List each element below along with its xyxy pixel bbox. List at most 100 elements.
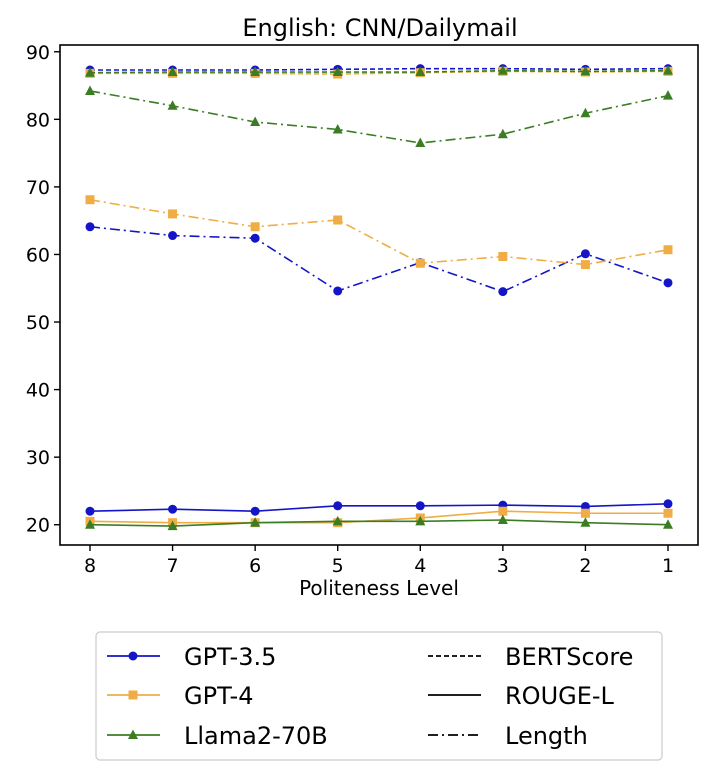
data-point-llama2-70b-rouge-l [167, 520, 178, 531]
data-point-gpt-3-5-length [333, 286, 343, 296]
data-point-llama2-70b-bertscore [250, 66, 261, 77]
data-point-llama2-70b-length [663, 90, 673, 100]
x-tick-label: 2 [579, 555, 591, 577]
y-tick-label: 40 [26, 380, 50, 402]
y-tick-label: 30 [26, 447, 50, 469]
legend-marker-gpt-3-5 [128, 651, 138, 661]
x-tick-label: 1 [662, 555, 674, 577]
data-point-gpt-4-length [333, 215, 343, 225]
series-line-gpt-3-5-length [89, 225, 669, 293]
data-point-gpt-4-length [498, 251, 508, 261]
data-point-gpt-4-length [250, 222, 260, 232]
legend-label-gpt-4: GPT-4 [184, 682, 253, 710]
data-point-llama2-70b-rouge-l [415, 515, 426, 526]
y-axis-ticks: 20 30 40 50 60 70 80 90 [26, 42, 60, 537]
legend-entry-llama2-70b: Llama2-70B [107, 722, 328, 750]
data-point-llama2-70b-length [497, 128, 508, 139]
data-point-llama2-70b-rouge-l [497, 514, 508, 524]
data-point-gpt-4-rouge-l [498, 506, 508, 516]
data-point-llama2-70b-bertscore [580, 65, 591, 76]
data-point-gpt-4-length [580, 260, 590, 270]
y-tick-label: 60 [26, 244, 50, 266]
series-llama2-70b-rouge-l [85, 514, 673, 531]
plot-border [59, 44, 699, 546]
series-line-gpt-4-rouge-l [89, 510, 668, 524]
x-tick-label: 5 [332, 555, 344, 577]
data-point-gpt-3-5-rouge-l [663, 499, 673, 509]
data-point-llama2-70b-bertscore [85, 67, 95, 77]
data-point-gpt-3-5-length [498, 287, 508, 297]
data-point-llama2-70b-rouge-l [250, 517, 261, 527]
x-tick-label: 3 [497, 555, 509, 577]
series-line-gpt-4-length [89, 198, 669, 266]
series-layer [85, 64, 673, 531]
series-llama2-70b-length [85, 85, 673, 147]
data-point-llama2-70b-rouge-l [85, 519, 95, 529]
data-point-gpt-4-length [415, 258, 425, 268]
data-point-llama2-70b-length [580, 107, 591, 118]
legend-label-gpt-3-5: GPT-3.5 [184, 643, 276, 671]
series-gpt-4-length [85, 195, 673, 270]
data-point-gpt-3-5-length [168, 231, 178, 241]
data-point-llama2-70b-bertscore [663, 65, 673, 75]
legend-entry-gpt-3-5: GPT-3.5 [107, 643, 276, 671]
x-tick-label: 4 [414, 555, 426, 577]
plot-frame [59, 44, 699, 546]
data-point-llama2-70b-bertscore [497, 65, 508, 75]
legend-marker-llama2-70b [128, 729, 138, 739]
data-point-llama2-70b-length [85, 85, 95, 95]
y-tick-label: 90 [26, 42, 50, 64]
data-point-gpt-4-rouge-l [663, 508, 673, 518]
data-point-gpt-3-5-rouge-l [168, 504, 178, 514]
y-tick-label: 80 [26, 109, 50, 131]
legend-label-rouge-l: ROUGE-L [505, 682, 615, 710]
data-point-gpt-3-5-rouge-l [580, 501, 590, 511]
data-point-gpt-3-5-length [580, 249, 590, 259]
data-point-llama2-70b-bertscore [332, 66, 343, 77]
data-point-llama2-70b-bertscore [415, 66, 426, 77]
legend-entry-gpt-4: GPT-4 [107, 682, 253, 710]
data-point-llama2-70b-rouge-l [663, 519, 673, 529]
data-point-gpt-3-5-length [250, 233, 260, 243]
series-line-llama2-70b-bertscore [89, 69, 669, 74]
data-point-llama2-70b-length [415, 137, 426, 147]
data-point-gpt-4-rouge-l [580, 508, 590, 518]
legend-entry-bertscore: BERTScore [428, 643, 633, 671]
legend-label-length: Length [505, 722, 588, 750]
chart-title: English: CNN/Dailymail [242, 14, 517, 42]
data-point-llama2-70b-length [332, 123, 343, 134]
legend: GPT-3.5 GPT-4 Llama2-70B BERTScore ROUGE-L Le… [95, 631, 663, 761]
legend-box [95, 631, 663, 761]
data-point-gpt-3-5-length [663, 278, 673, 288]
x-tick-label: 8 [84, 555, 96, 577]
data-point-gpt-3-5-rouge-l [250, 506, 260, 516]
data-point-llama2-70b-rouge-l [580, 517, 591, 527]
series-line-llama2-70b-length [89, 90, 669, 144]
y-tick-label: 70 [26, 177, 50, 199]
data-point-llama2-70b-length [250, 116, 261, 127]
data-point-gpt-3-5-rouge-l [333, 501, 343, 511]
legend-label-bertscore: BERTScore [505, 643, 633, 671]
data-point-gpt-4-length [168, 209, 178, 219]
data-point-gpt-3-5-length [85, 222, 95, 232]
x-axis-label: Politeness Level [299, 576, 459, 600]
y-tick-label: 50 [26, 312, 50, 334]
legend-label-llama2-70b: Llama2-70B [184, 722, 328, 750]
x-tick-label: 7 [167, 555, 179, 577]
legend-marker-gpt-4 [128, 690, 138, 700]
x-tick-label: 6 [249, 555, 261, 577]
series-gpt-3-5-length [85, 222, 673, 297]
data-point-gpt-3-5-rouge-l [415, 501, 425, 511]
series-gpt-3-5-rouge-l [85, 499, 673, 516]
series-line-gpt-3-5-bertscore [90, 67, 669, 71]
legend-entry-length: Length [428, 722, 588, 750]
data-point-gpt-4-length [663, 245, 673, 255]
series-llama2-70b-bertscore [85, 65, 673, 77]
data-point-llama2-70b-rouge-l [332, 515, 343, 526]
data-point-llama2-70b-bertscore [167, 66, 178, 77]
data-point-llama2-70b-length [167, 100, 178, 110]
legend-entry-rouge-l: ROUGE-L [428, 682, 615, 710]
series-line-llama2-70b-rouge-l [89, 519, 669, 527]
series-line-gpt-3-5-rouge-l [89, 502, 669, 513]
